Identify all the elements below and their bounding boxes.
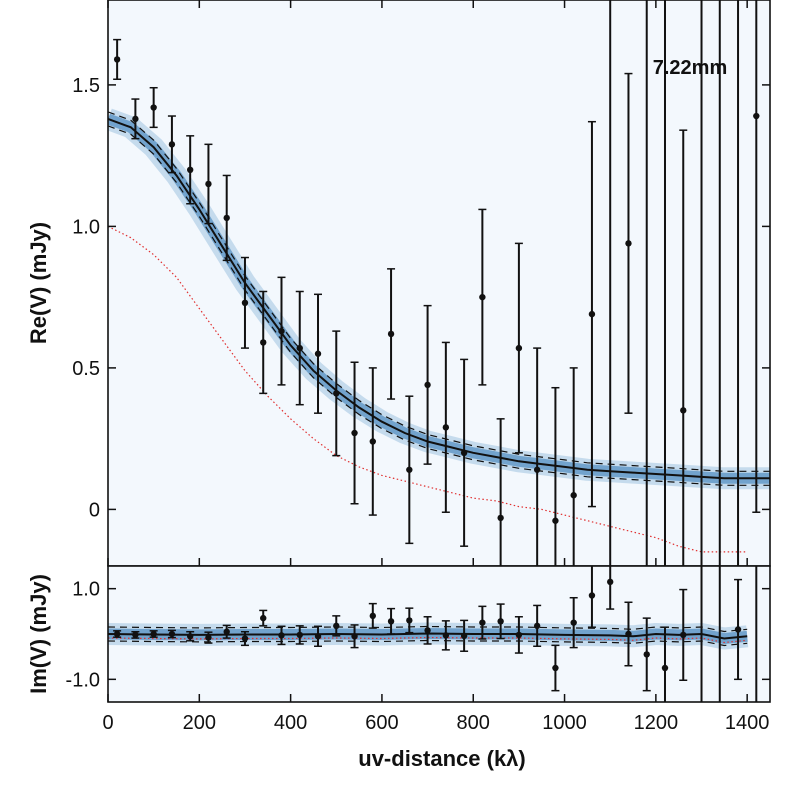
top-data-point [680,407,687,414]
bottom-data-point [460,632,468,640]
top-y-tick-label: 0 [89,499,100,521]
x-axis-label: uv-distance (kλ) [358,746,526,771]
x-tick-label: 1200 [634,712,679,734]
top-data-point [424,381,431,389]
bottom-y-axis-label: Im(V) (mJy) [26,574,51,694]
top-data-point [113,56,121,63]
x-tick-label: 400 [274,712,307,734]
bottom-data-point [406,617,413,624]
top-y-tick-label: 1.0 [72,216,100,238]
top-model-curve [108,117,770,480]
x-tick-label: 1400 [725,712,770,734]
bottom-data-point [296,631,303,639]
top-data-point [753,112,760,120]
x-tick-label: 600 [365,712,398,734]
top-data-point [497,514,504,522]
wavelength-annotation: 7.22mm [653,57,728,79]
top-data-point [460,449,468,456]
bottom-data-point [150,630,157,638]
bottom-data-point [241,635,249,642]
bottom-data-point [351,633,358,640]
top-data-point [150,104,157,111]
bottom-data-point [186,633,194,640]
bottom-y-tick-label: 1.0 [72,579,100,601]
bottom-data-point [734,626,742,633]
top-data-point [260,339,267,346]
x-tick-label: 800 [457,712,490,734]
top-data-point [406,466,413,473]
top-data-point [223,214,230,222]
bottom-data-point [661,664,669,672]
bottom-data-point [680,631,687,639]
top-data-point [625,240,632,247]
bottom-data-point [278,632,285,639]
bottom-data-point [168,630,176,638]
bottom-data-point [570,619,577,626]
top-y-tick-label: 0.5 [72,358,100,380]
bottom-panel: -1.0 1.0 Im(V) (mJy) [26,565,771,703]
bottom-data-point [113,630,121,638]
x-tick-label: 0 [102,712,113,734]
top-data-point [132,115,139,123]
top-data-point [296,344,303,352]
bottom-data-point [588,592,596,599]
top-data-point [533,466,541,473]
x-tick-label: 1000 [542,712,587,734]
bottom-data-point [314,633,322,640]
top-panel: 0 0.5 1.0 1.5 7.22mm Re(V) (mJy) [26,0,771,567]
bottom-secondary-model-curve [108,636,748,644]
bottom-data-point [424,627,431,634]
top-data-point [205,180,212,188]
bottom-data-point [333,622,340,630]
bottom-confidence-lower [108,639,748,647]
bottom-data-point [369,612,376,620]
bottom-data-point [625,630,632,638]
bottom-data-point [223,628,230,635]
top-confidence-upper [108,111,770,472]
top-data-point [479,293,486,301]
top-data-point [442,424,450,431]
bottom-data-point [552,664,559,672]
bottom-data-point [497,618,504,625]
top-data-point [351,429,358,437]
bottom-data-point [479,619,486,626]
top-data-point [333,390,340,397]
top-data-point [241,299,249,307]
bottom-confidence-upper [108,625,748,633]
top-data-point [515,344,523,352]
bottom-data-point [387,618,395,625]
top-data-point [387,330,395,338]
x-axis: 0 200 400 600 800 1000 1200 1400 [102,0,769,734]
bottom-data-point [442,632,450,639]
bottom-data-point [533,622,541,630]
bottom-frame [107,565,771,703]
top-data-point [552,517,559,524]
top-data-point [168,141,176,148]
bottom-data-point [132,631,139,639]
top-data-point [369,438,376,445]
bottom-data-point [607,578,614,586]
top-y-tick-label: 1.5 [72,75,100,97]
top-y-axis-label: Re(V) (mJy) [26,222,51,344]
top-data-point [186,166,194,173]
top-confidence-lower [108,125,770,486]
top-data-point [588,310,596,318]
x-tick-label: 200 [183,712,216,734]
bottom-data-point [260,614,267,622]
top-data-point [278,327,285,335]
top-data-point [570,492,577,499]
bottom-data-point [515,631,523,639]
bottom-data-point [643,651,650,658]
bottom-y-tick-label: -1.0 [66,669,100,691]
bottom-data-point [205,634,212,641]
top-data-point [314,350,322,357]
